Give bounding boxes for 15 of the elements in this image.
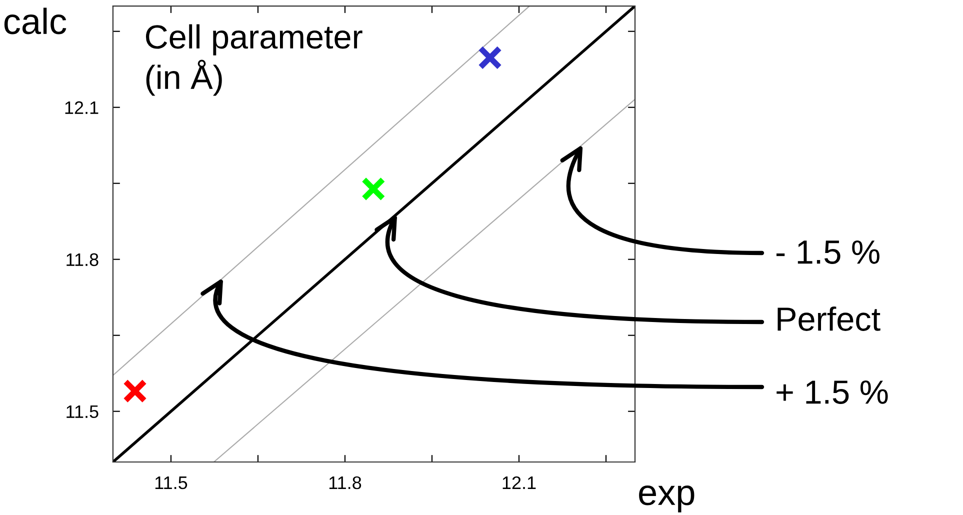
x-tick-label: 11.5 bbox=[155, 476, 188, 490]
y-tick-label: 11.5 bbox=[66, 405, 98, 418]
y-axis-title: calc bbox=[4, 8, 66, 34]
point bbox=[478, 46, 502, 70]
x-axis-title: exp bbox=[639, 486, 694, 512]
y-tick-label: 12.1 bbox=[65, 101, 98, 114]
point bbox=[361, 176, 386, 202]
x-tick-label: 12.1 bbox=[502, 476, 536, 489]
text: Cell parameter (in Å) bbox=[146, 24, 362, 96]
y-tick-label: 11.8 bbox=[66, 253, 98, 266]
annotation: - 1.5 % bbox=[776, 240, 880, 264]
x-tick-label: 11.8 bbox=[329, 476, 362, 490]
annotation: Perfect bbox=[778, 306, 880, 331]
point bbox=[122, 378, 148, 404]
annotation: + 1.5 % bbox=[776, 380, 888, 404]
